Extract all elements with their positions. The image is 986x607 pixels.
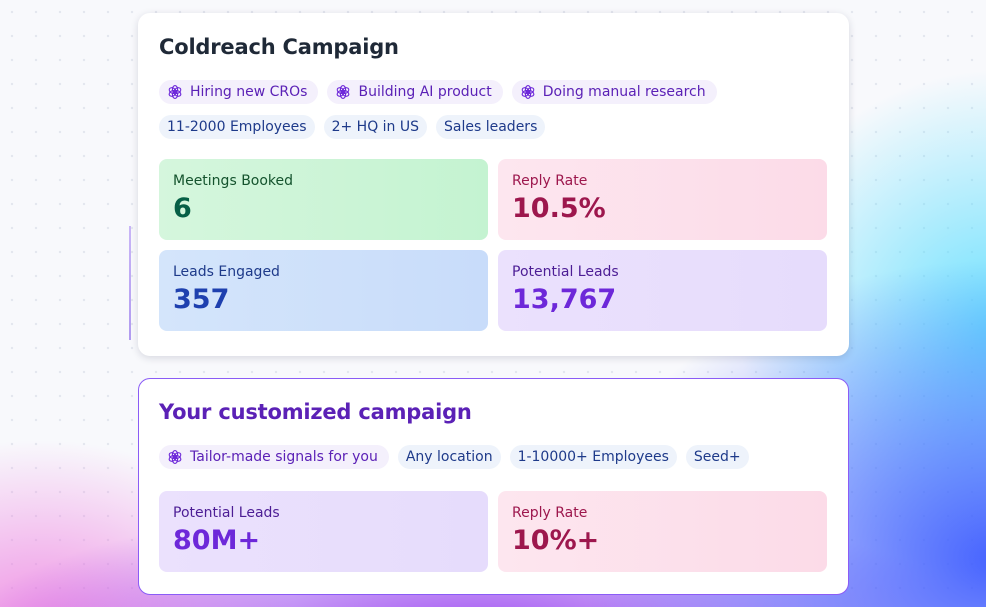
stat-value: 13,767 xyxy=(512,284,617,315)
stat-label: Potential Leads xyxy=(173,505,280,521)
stat-card: Reply Rate 10.5% xyxy=(498,159,827,240)
signal-icon xyxy=(168,450,182,464)
signal-chips: Hiring new CROs Building AI product Doin… xyxy=(159,80,828,104)
icon-petal xyxy=(168,452,177,460)
stat-card: Leads Engaged 357 xyxy=(159,250,488,331)
stat-value: 80M+ xyxy=(173,525,261,556)
signal-chip: Tailor-made signals for you xyxy=(159,445,389,469)
stat-value: 10.5% xyxy=(512,193,606,224)
stat-label: Potential Leads xyxy=(512,264,619,280)
filter-chip: 2+ HQ in US xyxy=(323,115,428,139)
stat-value: 6 xyxy=(173,193,192,224)
icon-petal xyxy=(521,87,530,95)
icon-petal xyxy=(168,87,177,95)
signal-chip: Hiring new CROs xyxy=(159,80,319,104)
stat-label: Meetings Booked xyxy=(173,173,294,189)
stats: Potential Leads 80M+ Reply Rate 10%+ xyxy=(159,491,828,572)
filter-chip: 11-2000 Employees xyxy=(159,115,315,139)
campaign-card: Coldreach Campaign Hiring new CROs Build… xyxy=(138,13,849,356)
filter-chip: 1-10000+ Employees xyxy=(509,445,677,469)
stat-card: Reply Rate 10%+ xyxy=(498,491,827,572)
filter-chip: Sales leaders xyxy=(436,115,546,139)
stat-label: Leads Engaged xyxy=(173,264,280,280)
signal-icon xyxy=(168,85,182,99)
stat-label: Reply Rate xyxy=(512,505,588,521)
chip-text: Doing manual research xyxy=(542,84,706,100)
stat-card: Potential Leads 13,767 xyxy=(498,250,827,331)
signal-chip: Doing manual research xyxy=(511,80,717,104)
stat-label: Reply Rate xyxy=(512,173,588,189)
filter-chips: 11-2000 Employees 2+ HQ in US Sales lead… xyxy=(159,115,828,139)
chip-text: Tailor-made signals for you xyxy=(190,449,378,465)
custom-card: Your customized campaign Tailor-made sig… xyxy=(138,378,849,595)
signal-icon xyxy=(521,85,535,99)
card-title: Your customized campaign xyxy=(159,400,472,424)
chip-text: Building AI product xyxy=(358,84,492,100)
stats: Meetings Booked 6 Reply Rate 10.5% Leads E… xyxy=(159,159,828,331)
icon-petal xyxy=(337,87,345,95)
stat-value: 10%+ xyxy=(512,525,600,556)
card-title: Coldreach Campaign xyxy=(159,35,399,59)
chip-text: Hiring new CROs xyxy=(190,84,308,100)
stat-value: 357 xyxy=(173,284,230,315)
filter-chip: Any location xyxy=(397,445,501,469)
signal-chip: Building AI product xyxy=(327,80,503,104)
stat-card: Potential Leads 80M+ xyxy=(159,491,488,572)
chips: Tailor-made signals for you Any location… xyxy=(159,445,828,469)
stat-card: Meetings Booked 6 xyxy=(159,159,488,240)
filter-chip: Seed+ xyxy=(685,445,749,469)
decor-line xyxy=(129,226,131,340)
signal-icon xyxy=(337,85,350,99)
